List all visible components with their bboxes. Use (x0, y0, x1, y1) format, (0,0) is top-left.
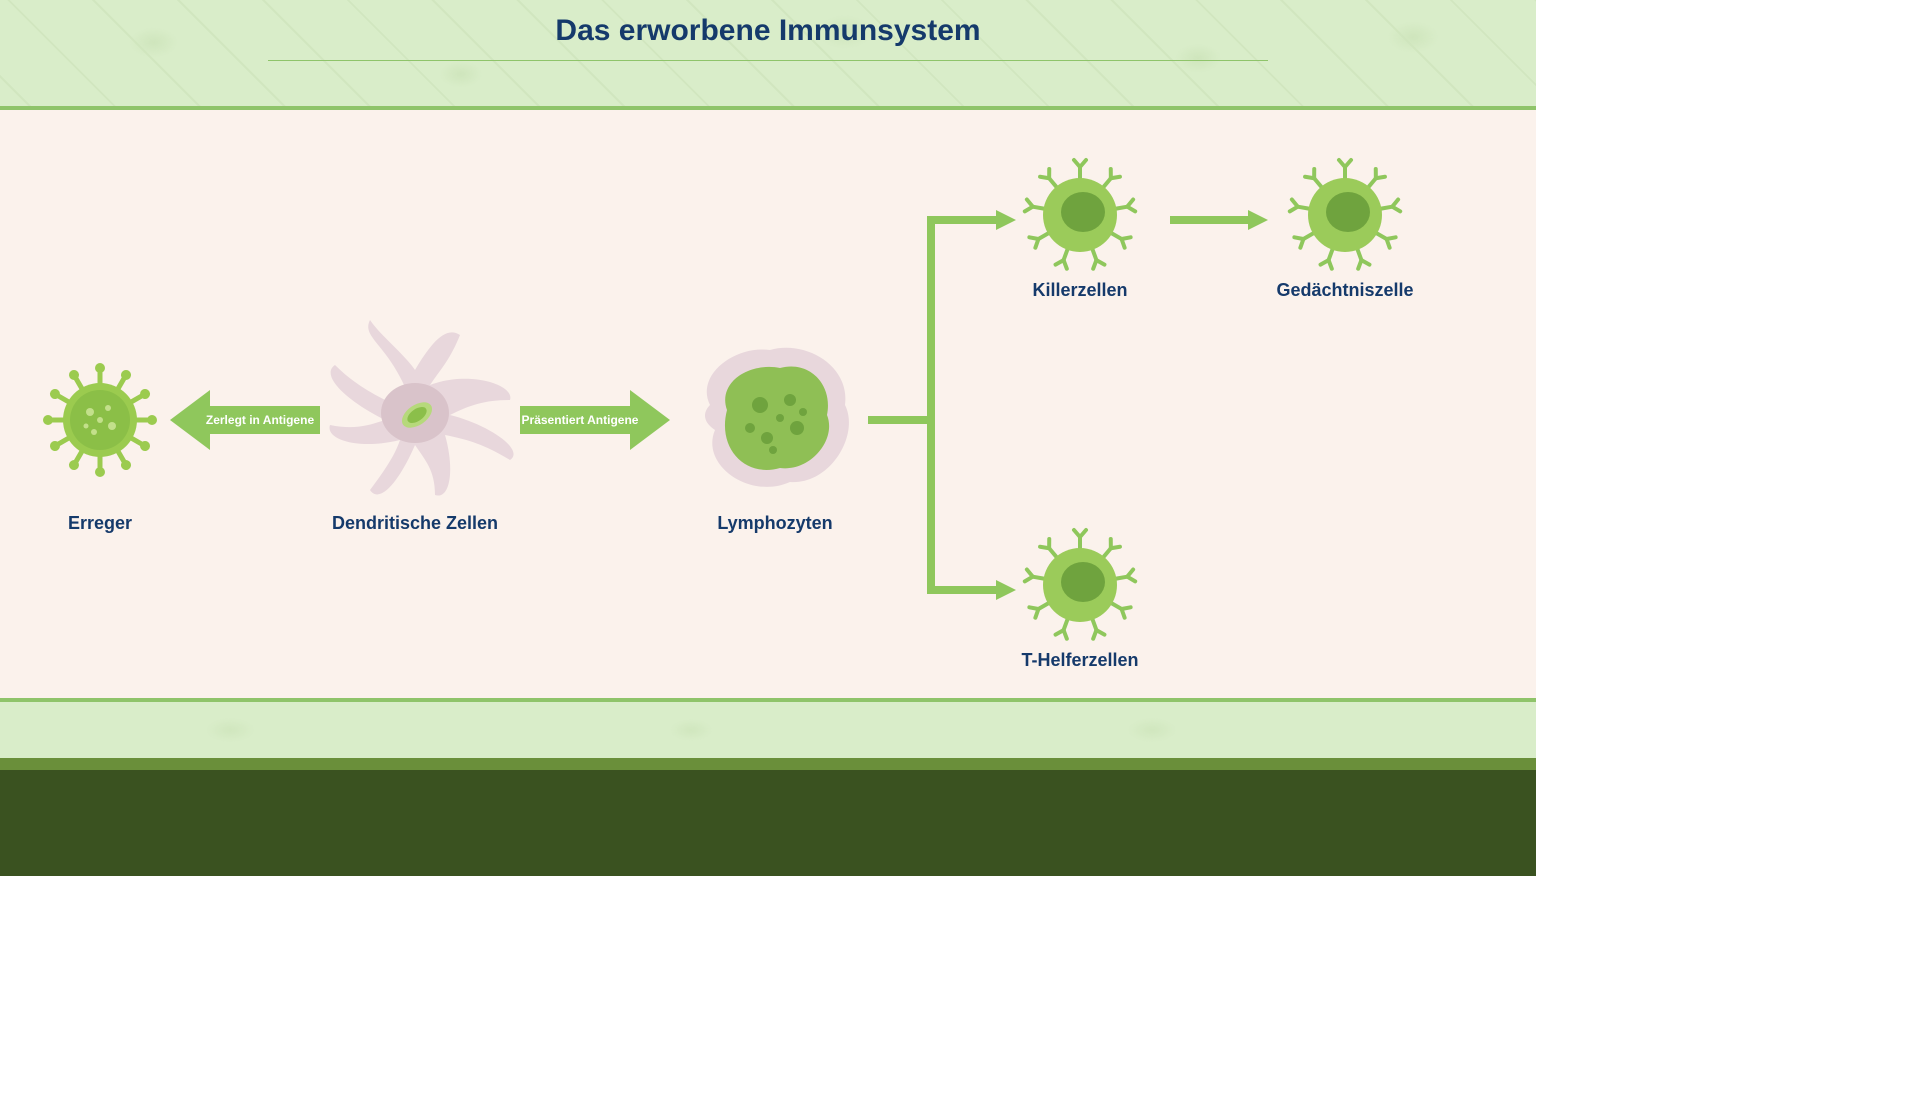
thelper-cell-icon (1025, 530, 1135, 639)
label-thelper: T-Helferzellen (1021, 650, 1138, 671)
arrow-label-left: Zerlegt in Antigene (206, 413, 314, 427)
page-title: Das erworbene Immunsystem (0, 0, 1536, 48)
branch-lines (868, 210, 1016, 600)
pathogen-icon (43, 363, 157, 477)
diagram-svg (0, 110, 1536, 698)
label-killer: Killerzellen (1032, 280, 1127, 301)
arrow-label-right: Präsentiert Antigene (522, 413, 639, 427)
memory-cell-icon (1290, 160, 1400, 269)
footer-band-dark (0, 770, 1536, 876)
dendritic-icon (330, 320, 514, 496)
header-band: Das erworbene Immunsystem (0, 0, 1536, 110)
arrow-killer-memory (1170, 210, 1268, 230)
footer-band-light (0, 698, 1536, 758)
label-dendritic: Dendritische Zellen (332, 513, 498, 534)
label-lympho: Lymphozyten (717, 513, 832, 534)
killer-cell-icon (1025, 160, 1135, 269)
footer-band-mid (0, 758, 1536, 770)
lymphocyte-icon (705, 348, 849, 487)
label-pathogen: Erreger (68, 513, 132, 534)
diagram-content: Erreger Dendritische Zellen Lymphozyten … (0, 110, 1536, 698)
label-memory: Gedächtniszelle (1276, 280, 1413, 301)
title-underline (268, 60, 1268, 61)
